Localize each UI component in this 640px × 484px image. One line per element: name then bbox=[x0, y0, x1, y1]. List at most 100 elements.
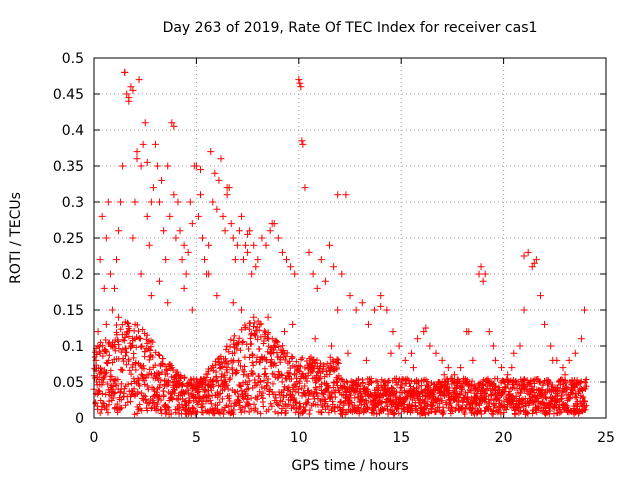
data-point bbox=[328, 342, 336, 350]
dense-data-point bbox=[185, 389, 192, 396]
dense-data-point bbox=[455, 401, 462, 408]
dense-data-point bbox=[507, 401, 514, 408]
dense-data-point bbox=[291, 371, 298, 378]
dense-data-point bbox=[104, 409, 111, 416]
y-axis-label: ROTI / TECUs bbox=[8, 192, 24, 284]
data-point bbox=[106, 270, 114, 278]
dense-data-point bbox=[210, 410, 217, 417]
dense-data-point bbox=[355, 404, 362, 411]
dense-data-point bbox=[97, 339, 104, 346]
dense-data-point bbox=[132, 359, 139, 366]
dense-data-point bbox=[478, 411, 485, 418]
dense-data-point bbox=[459, 384, 466, 391]
dense-data-point bbox=[134, 322, 141, 329]
dense-data-point bbox=[503, 406, 510, 413]
data-point bbox=[237, 306, 245, 314]
dense-data-point bbox=[383, 399, 390, 406]
dense-data-point bbox=[333, 364, 340, 371]
dense-data-point bbox=[124, 399, 131, 406]
dense-data-point bbox=[112, 389, 119, 396]
dense-data-point bbox=[254, 336, 261, 343]
dense-data-point bbox=[117, 388, 124, 395]
dense-data-point bbox=[121, 337, 128, 344]
dense-data-point bbox=[222, 355, 229, 362]
dense-data-point bbox=[218, 377, 225, 384]
dense-data-point bbox=[208, 400, 215, 407]
data-point bbox=[188, 306, 196, 314]
dense-data-point bbox=[309, 368, 316, 375]
dense-data-point bbox=[395, 401, 402, 408]
dense-data-point bbox=[261, 328, 268, 335]
data-point bbox=[147, 198, 155, 206]
data-point bbox=[280, 328, 288, 336]
dense-data-point bbox=[554, 390, 561, 397]
data-point bbox=[98, 212, 106, 220]
dense-data-point bbox=[301, 390, 308, 397]
dense-data-point bbox=[242, 324, 249, 331]
dense-data-point bbox=[355, 376, 362, 383]
dense-data-point bbox=[310, 365, 317, 372]
data-point bbox=[182, 270, 190, 278]
dense-data-point bbox=[178, 381, 185, 388]
dense-data-point bbox=[169, 396, 176, 403]
dense-data-point bbox=[102, 370, 109, 377]
data-point bbox=[309, 270, 317, 278]
dense-data-point bbox=[582, 406, 589, 413]
dense-data-point bbox=[200, 386, 207, 393]
dense-data-point bbox=[542, 405, 549, 412]
data-point bbox=[139, 140, 147, 148]
dense-data-point bbox=[261, 377, 268, 384]
dense-data-point bbox=[113, 382, 120, 389]
dense-data-point bbox=[363, 397, 370, 404]
y-tick-label: 0.1 bbox=[62, 339, 84, 355]
data-point bbox=[395, 342, 403, 350]
data-point bbox=[326, 241, 334, 249]
dense-data-point bbox=[275, 374, 282, 381]
dense-data-point bbox=[346, 400, 353, 407]
dense-data-point bbox=[105, 357, 112, 364]
dense-data-point bbox=[292, 399, 299, 406]
dense-data-point bbox=[164, 367, 171, 374]
dense-data-point bbox=[128, 343, 135, 350]
dense-data-point bbox=[253, 382, 260, 389]
dense-data-point bbox=[145, 386, 152, 393]
data-point bbox=[516, 342, 524, 350]
dense-data-point bbox=[218, 370, 225, 377]
dense-data-point bbox=[249, 352, 256, 359]
dense-data-point bbox=[144, 382, 151, 389]
dense-data-point bbox=[273, 338, 280, 345]
data-point bbox=[549, 356, 557, 364]
dense-data-point bbox=[536, 379, 543, 386]
dense-data-point bbox=[317, 375, 324, 382]
data-point bbox=[426, 342, 434, 350]
dense-data-point bbox=[347, 392, 354, 399]
data-point bbox=[254, 256, 262, 264]
dense-data-point bbox=[512, 411, 519, 418]
dense-data-point bbox=[279, 398, 286, 405]
dense-data-point bbox=[98, 403, 105, 410]
data-point bbox=[530, 259, 538, 267]
dense-data-point bbox=[98, 381, 105, 388]
dense-data-point bbox=[259, 395, 266, 402]
dense-data-point bbox=[196, 393, 203, 400]
dense-data-point bbox=[497, 410, 504, 417]
data-point bbox=[407, 349, 415, 357]
dense-data-point bbox=[136, 335, 143, 342]
dense-data-point bbox=[275, 343, 282, 350]
dense-data-point bbox=[296, 400, 303, 407]
dense-data-point bbox=[305, 387, 312, 394]
data-point bbox=[207, 148, 215, 156]
dense-data-point bbox=[160, 388, 167, 395]
dense-data-point bbox=[543, 395, 550, 402]
dense-data-point bbox=[213, 374, 220, 381]
dense-data-point bbox=[280, 394, 287, 401]
dense-data-point bbox=[106, 352, 113, 359]
data-point bbox=[287, 263, 295, 271]
dense-data-point bbox=[282, 356, 289, 363]
dense-data-point bbox=[581, 398, 588, 405]
dense-data-point bbox=[195, 388, 202, 395]
dense-data-point bbox=[404, 375, 411, 382]
dense-data-point bbox=[109, 359, 116, 366]
dense-data-point bbox=[211, 410, 218, 417]
dense-data-point bbox=[326, 371, 333, 378]
